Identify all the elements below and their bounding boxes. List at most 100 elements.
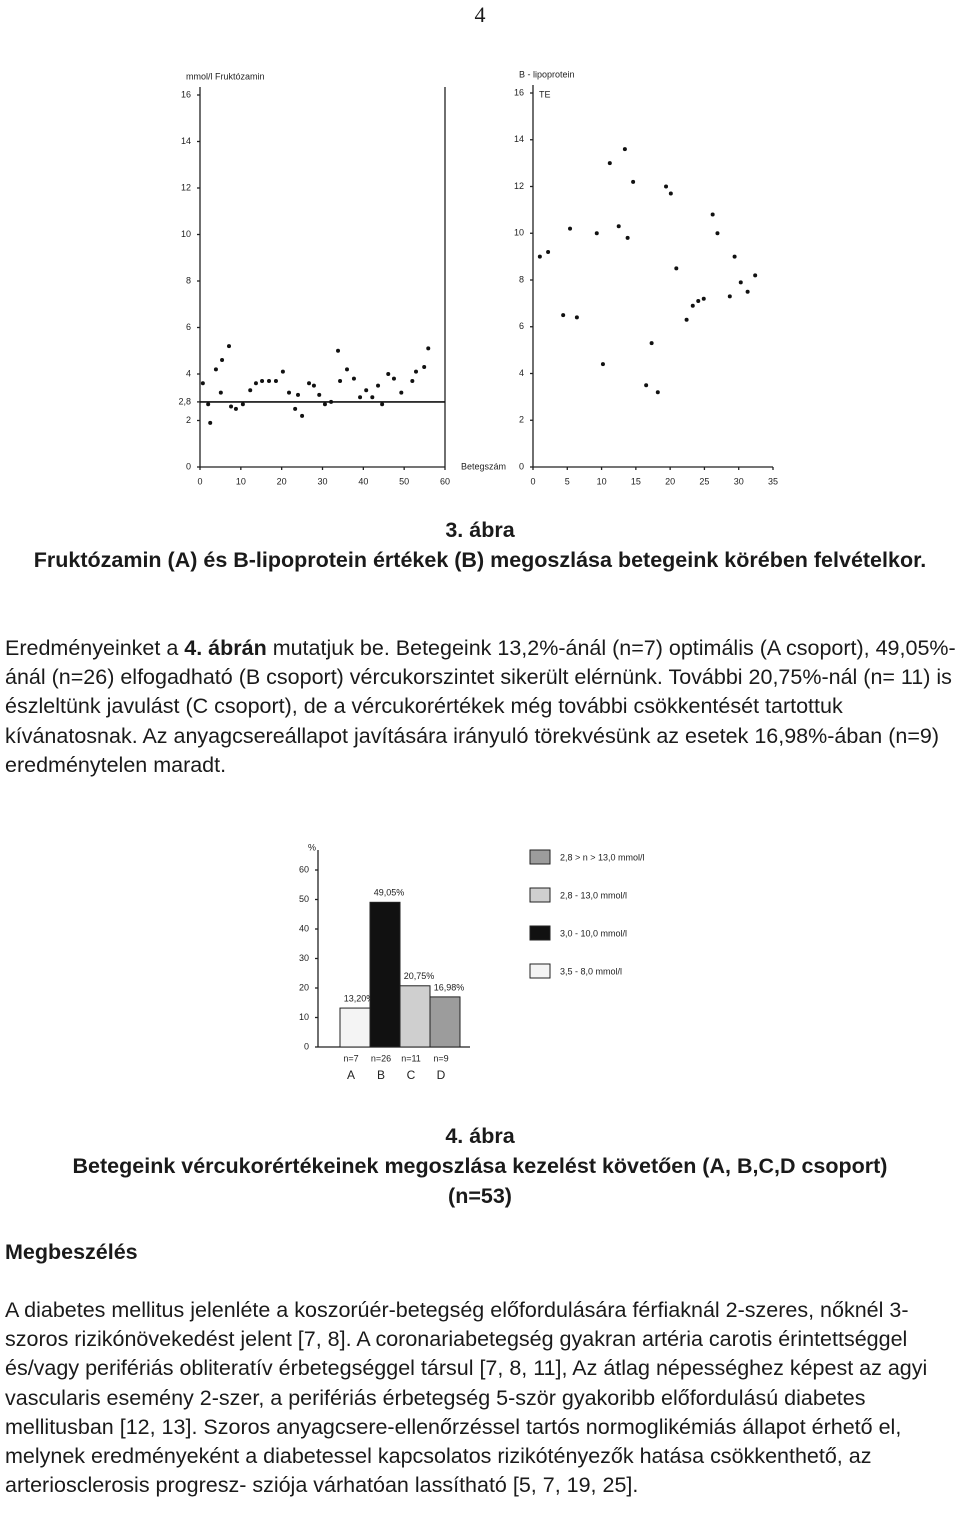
y-tick-label: 0 xyxy=(304,1041,309,1051)
y-tick-label: 6 xyxy=(186,322,191,332)
figure-caption: Betegeink vércukorértékeinek megoszlása … xyxy=(72,1154,888,1208)
y-tick-label: 40 xyxy=(299,923,309,933)
text: mutatjuk be. Betegeink 13,2%-ánál (n=7) … xyxy=(5,636,956,777)
data-point xyxy=(280,369,285,374)
x-tick-label: 30 xyxy=(317,476,327,486)
x-tick-label: B xyxy=(377,1068,385,1082)
group-size-label: n=11 xyxy=(401,1053,421,1063)
data-point xyxy=(220,358,225,363)
y-tick-label: 16 xyxy=(514,87,524,97)
group-size-label: n=7 xyxy=(343,1053,358,1063)
figure-label: 4. ábra xyxy=(445,1124,515,1148)
x-tick-label: 15 xyxy=(631,476,641,486)
y-tick-label: 6 xyxy=(519,321,524,331)
group-size-label: n=9 xyxy=(433,1053,448,1063)
data-point xyxy=(690,303,695,308)
y-axis-label: % xyxy=(308,842,316,852)
data-point xyxy=(273,378,278,383)
data-point xyxy=(701,296,706,301)
x-tick-label: 20 xyxy=(277,476,287,486)
y-tick-label: 14 xyxy=(514,134,524,144)
data-point xyxy=(300,413,305,418)
data-point xyxy=(631,179,636,184)
y-tick-label: 8 xyxy=(519,274,524,284)
legend-swatch xyxy=(529,849,551,865)
chart-title: mmol/l Fruktózamin xyxy=(186,71,265,81)
data-point xyxy=(710,212,715,217)
data-point xyxy=(561,313,566,318)
data-point xyxy=(253,381,258,386)
bar xyxy=(369,901,401,1048)
y-tick-label: 0 xyxy=(519,461,524,471)
data-point xyxy=(364,388,369,393)
x-tick-label: C xyxy=(407,1068,416,1082)
data-point xyxy=(200,381,205,386)
legend-swatch xyxy=(529,925,551,941)
x-tick-label: 10 xyxy=(236,476,246,486)
data-point xyxy=(655,390,660,395)
data-point xyxy=(622,147,627,152)
x-axis-label: Betegszám xyxy=(461,461,506,471)
legend-label: 2,8 - 13,0 mmol/l xyxy=(560,890,627,900)
x-tick-label: 50 xyxy=(399,476,409,486)
data-point xyxy=(546,249,551,254)
legend-label: 3,0 - 10,0 mmol/l xyxy=(560,928,627,938)
data-point xyxy=(317,392,322,397)
x-tick-label: 60 xyxy=(440,476,450,486)
section-heading: Megbeszélés xyxy=(5,1240,138,1264)
y-tick-label: 50 xyxy=(299,894,309,904)
figure-caption: Fruktózamin (A) és B-lipoprotein értékek… xyxy=(33,548,927,572)
data-point xyxy=(594,231,599,236)
data-point xyxy=(745,289,750,294)
data-point xyxy=(738,280,743,285)
data-point xyxy=(426,346,431,351)
data-point xyxy=(380,402,385,407)
data-point xyxy=(616,224,621,229)
data-point xyxy=(206,402,211,407)
x-tick-label: 5 xyxy=(565,476,570,486)
y-tick-label: 2 xyxy=(519,415,524,425)
data-point xyxy=(248,388,253,393)
legend-label: 3,5 - 8,0 mmol/l xyxy=(560,966,622,976)
x-tick-label: A xyxy=(347,1068,355,1082)
x-tick-label: 0 xyxy=(197,476,202,486)
data-point xyxy=(391,376,396,381)
y-tick-label: 4 xyxy=(519,368,524,378)
data-point xyxy=(696,299,701,304)
data-point xyxy=(649,341,654,346)
y-tick-label: 12 xyxy=(514,181,524,191)
data-point xyxy=(226,344,231,349)
data-point xyxy=(322,402,327,407)
page-number: 4 xyxy=(474,2,486,27)
y-tick-label: 60 xyxy=(299,864,309,874)
legend-label: 2,8 > n > 13,0 mmol/l xyxy=(560,852,645,862)
y-tick-label: 20 xyxy=(299,982,309,992)
data-point xyxy=(293,406,298,411)
data-point xyxy=(208,420,213,425)
x-tick-label: 20 xyxy=(665,476,675,486)
x-tick-label: 25 xyxy=(699,476,709,486)
data-point xyxy=(732,254,737,259)
data-point xyxy=(753,273,758,278)
group-size-label: n=26 xyxy=(371,1053,391,1063)
data-point xyxy=(684,317,689,322)
data-point xyxy=(625,235,630,240)
data-point xyxy=(338,378,343,383)
legend-swatch xyxy=(529,887,551,903)
data-point xyxy=(233,406,238,411)
data-point xyxy=(664,184,669,189)
text: Eredményeinket a xyxy=(5,636,185,660)
figure-label: 3. ábra xyxy=(445,518,515,542)
data-point xyxy=(351,376,356,381)
data-point xyxy=(727,294,732,299)
data-point xyxy=(267,378,272,383)
y-tick-label: 12 xyxy=(181,182,191,192)
y-tick-label: 30 xyxy=(299,953,309,963)
value-label: 13,20% xyxy=(344,993,375,1003)
x-tick-label: 30 xyxy=(734,476,744,486)
data-point xyxy=(668,191,673,196)
legend-swatch xyxy=(529,963,551,979)
bar xyxy=(399,985,431,1048)
data-point xyxy=(644,383,649,388)
